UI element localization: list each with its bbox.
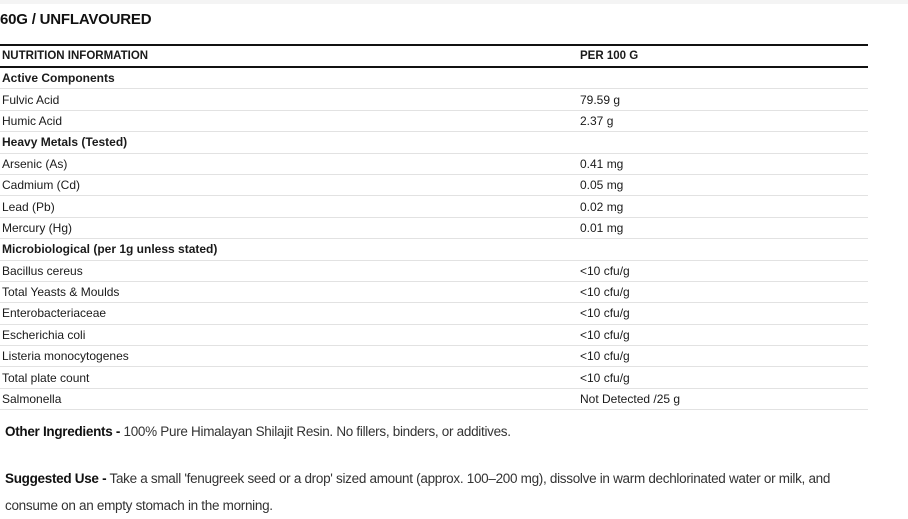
section-row: Microbiological (per 1g unless stated) <box>0 238 868 261</box>
table-row: Cadmium (Cd) 0.05 mg <box>0 174 868 197</box>
table-row: Listeria monocytogenes <10 cfu/g <box>0 345 868 368</box>
nutrition-table: NUTRITION INFORMATION PER 100 G Active C… <box>0 44 868 411</box>
row-value: 79.59 g <box>578 88 868 111</box>
row-value <box>578 67 868 90</box>
row-value <box>578 131 868 154</box>
row-value: 0.01 mg <box>578 217 868 240</box>
table-row: Enterobacteriaceae <10 cfu/g <box>0 302 868 325</box>
table-row: Salmonella Not Detected /25 g <box>0 388 868 411</box>
section-label: Active Components <box>0 67 578 90</box>
table-row: Humic Acid 2.37 g <box>0 110 868 133</box>
table-header-row: NUTRITION INFORMATION PER 100 G <box>0 44 868 68</box>
row-value: Not Detected /25 g <box>578 388 868 411</box>
header-nutrition-information: NUTRITION INFORMATION <box>0 44 578 68</box>
top-divider <box>0 0 908 4</box>
row-value: <10 cfu/g <box>578 324 868 347</box>
row-value <box>578 238 868 261</box>
table-row: Lead (Pb) 0.02 mg <box>0 195 868 218</box>
section-label: Microbiological (per 1g unless stated) <box>0 238 578 261</box>
row-label: Mercury (Hg) <box>0 217 578 240</box>
table-row: Escherichia coli <10 cfu/g <box>0 324 868 347</box>
row-label: Salmonella <box>0 388 578 411</box>
section-row: Heavy Metals (Tested) <box>0 131 868 154</box>
row-value: 0.41 mg <box>578 153 868 175</box>
suggested-use-label: Suggested Use - <box>5 471 107 486</box>
table-row: Bacillus cereus <10 cfu/g <box>0 260 868 282</box>
row-label: Fulvic Acid <box>0 88 578 111</box>
variant-title: 60G / UNFLAVOURED <box>0 11 152 28</box>
row-label: Total Yeasts & Moulds <box>0 281 578 304</box>
header-per-100g: PER 100 G <box>578 44 868 68</box>
row-label: Cadmium (Cd) <box>0 174 578 197</box>
row-label: Bacillus cereus <box>0 260 578 282</box>
section-row: Active Components <box>0 67 868 90</box>
row-label: Lead (Pb) <box>0 195 578 218</box>
row-value: <10 cfu/g <box>578 281 868 304</box>
row-label: Enterobacteriaceae <box>0 302 578 325</box>
row-label: Total plate count <box>0 366 578 389</box>
section-label: Heavy Metals (Tested) <box>0 131 578 154</box>
other-ingredients-text: 100% Pure Himalayan Shilajit Resin. No f… <box>120 424 512 439</box>
suggested-use: Suggested Use - Take a small 'fenugreek … <box>5 465 865 519</box>
table-row: Mercury (Hg) 0.01 mg <box>0 217 868 240</box>
row-value: <10 cfu/g <box>578 366 868 389</box>
row-value: 2.37 g <box>578 110 868 133</box>
other-ingredients: Other Ingredients - 100% Pure Himalayan … <box>5 418 865 445</box>
row-value: <10 cfu/g <box>578 302 868 325</box>
row-value: <10 cfu/g <box>578 260 868 282</box>
table-row: Total Yeasts & Moulds <10 cfu/g <box>0 281 868 304</box>
row-value: <10 cfu/g <box>578 345 868 368</box>
table-row: Arsenic (As) 0.41 mg <box>0 153 868 175</box>
row-label: Escherichia coli <box>0 324 578 347</box>
row-value: 0.02 mg <box>578 195 868 218</box>
row-value: 0.05 mg <box>578 174 868 197</box>
row-label: Listeria monocytogenes <box>0 345 578 368</box>
other-ingredients-label: Other Ingredients - <box>5 424 121 439</box>
row-label: Arsenic (As) <box>0 153 578 175</box>
table-row: Fulvic Acid 79.59 g <box>0 88 868 111</box>
row-label: Humic Acid <box>0 110 578 133</box>
table-row: Total plate count <10 cfu/g <box>0 366 868 389</box>
suggested-use-text: Take a small 'fenugreek seed or a drop' … <box>5 471 831 513</box>
